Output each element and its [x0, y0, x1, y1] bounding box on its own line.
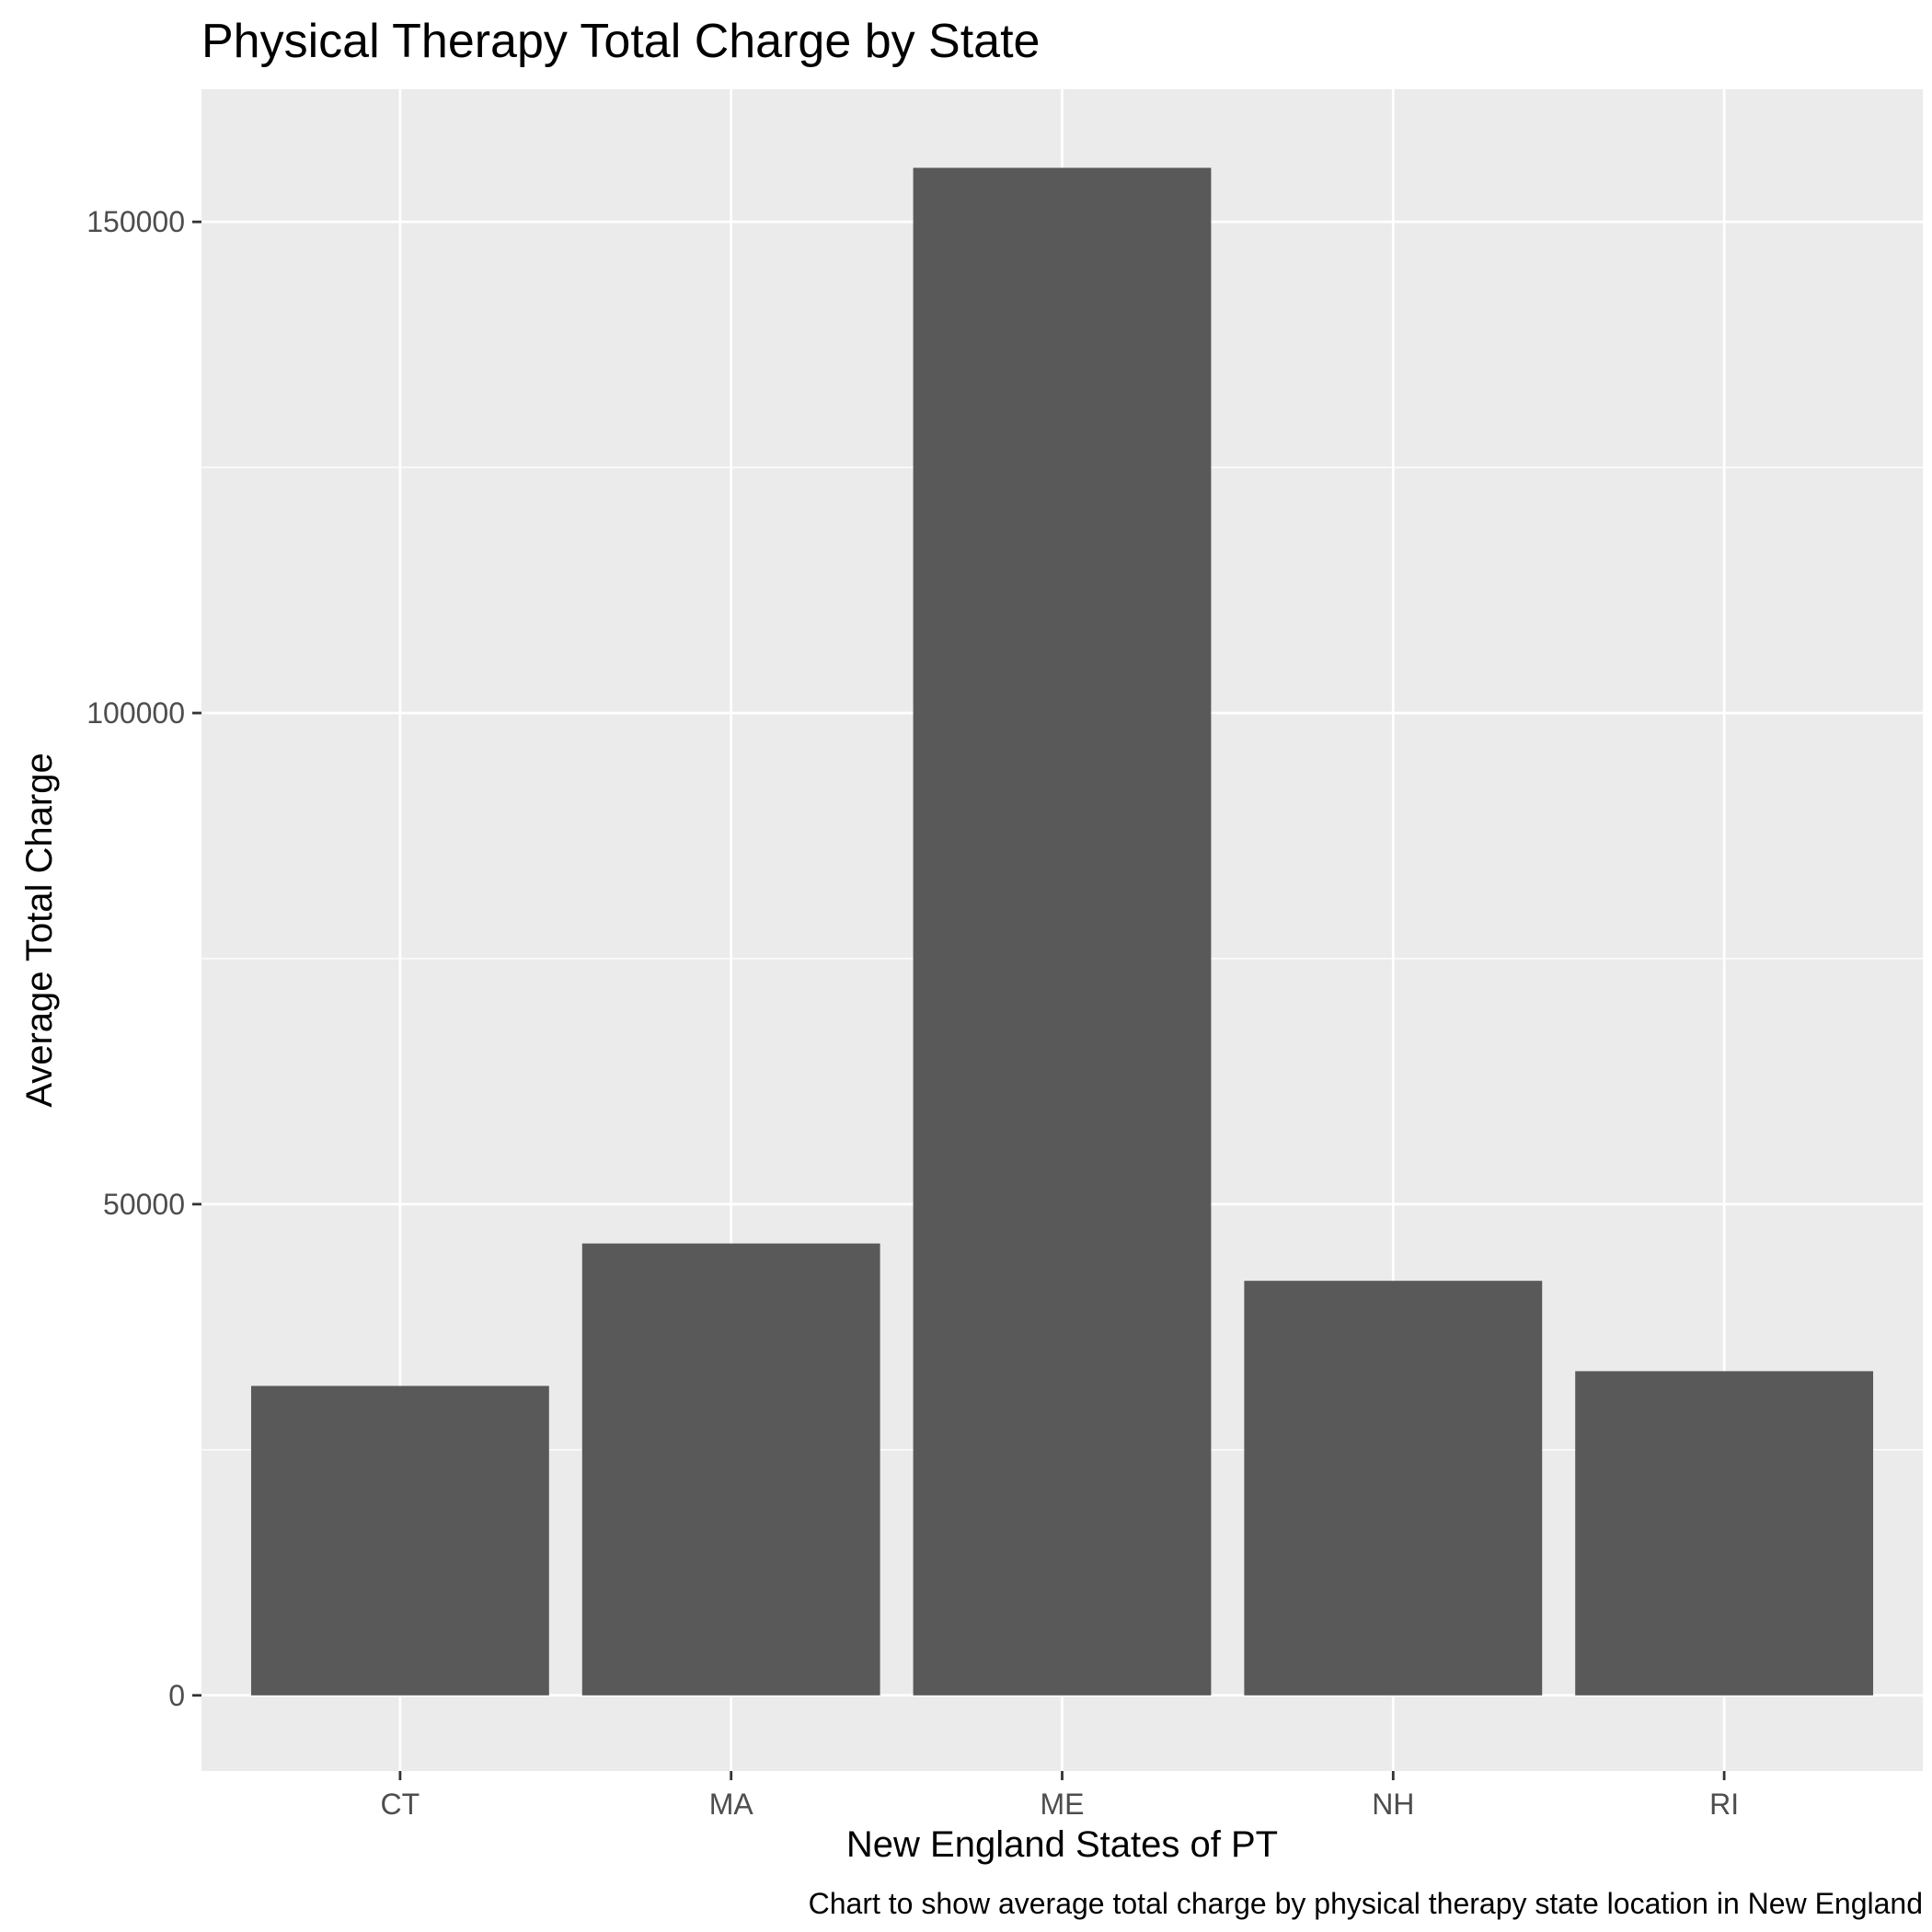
bars [250, 167, 1874, 1696]
chart-caption: Chart to show average total charge by ph… [809, 1887, 1923, 1920]
bar-ri [1575, 1371, 1874, 1696]
x-axis-title: New England States of PT [846, 1824, 1278, 1865]
x-tick-label: ME [1041, 1788, 1085, 1821]
x-tick-label: CT [381, 1788, 420, 1821]
x-tick-label: MA [709, 1788, 754, 1821]
y-axis-ticks: 0 50000 100000 150000 [86, 205, 201, 1712]
bar-nh [1244, 1281, 1543, 1696]
y-tick-label: 0 [168, 1679, 185, 1712]
y-tick-label: 50000 [103, 1188, 185, 1221]
chart-title: Physical Therapy Total Charge by State [201, 15, 1040, 68]
bar-ct [250, 1386, 549, 1696]
y-tick-label: 100000 [86, 696, 185, 730]
bar-me [913, 167, 1212, 1696]
x-axis-ticks: CT MA ME NH RI [381, 1771, 1739, 1821]
bar-ma [581, 1243, 880, 1696]
x-tick-label: RI [1709, 1788, 1739, 1821]
y-tick-label: 150000 [86, 205, 185, 238]
x-tick-label: NH [1372, 1788, 1414, 1821]
y-axis-title: Average Total Charge [19, 753, 60, 1107]
